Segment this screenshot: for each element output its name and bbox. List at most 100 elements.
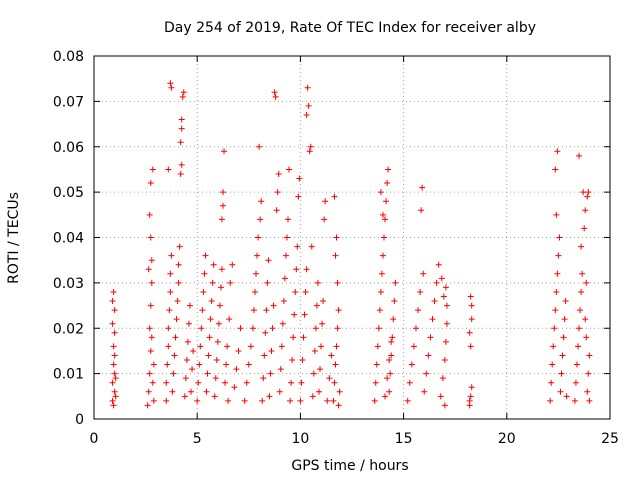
data-point: [165, 343, 172, 350]
data-point: [324, 397, 331, 404]
data-point: [332, 361, 339, 368]
data-point: [331, 193, 338, 200]
y-tick-label: 0.08: [53, 49, 84, 65]
data-point: [165, 325, 172, 332]
data-point: [295, 193, 302, 200]
data-point: [177, 170, 184, 177]
data-point: [188, 388, 195, 395]
data-point: [586, 352, 593, 359]
data-point: [442, 284, 449, 291]
data-point: [268, 347, 275, 354]
data-point: [111, 329, 118, 336]
data-point: [572, 379, 579, 386]
data-point: [148, 257, 155, 264]
data-point: [224, 343, 231, 350]
data-point: [554, 148, 561, 155]
data-point: [207, 316, 214, 323]
data-point: [149, 166, 156, 173]
data-point: [194, 397, 201, 404]
data-point: [581, 225, 588, 232]
data-point: [144, 402, 151, 409]
data-point: [288, 379, 295, 386]
data-point: [552, 166, 559, 173]
data-point: [427, 334, 434, 341]
data-point: [376, 307, 383, 314]
data-point: [205, 352, 212, 359]
data-point: [147, 347, 154, 354]
data-point: [257, 216, 264, 223]
data-point: [583, 279, 590, 286]
data-point: [431, 298, 438, 305]
data-point: [281, 275, 288, 282]
data-point: [173, 316, 180, 323]
data-point: [267, 370, 274, 377]
data-point: [237, 325, 244, 332]
data-point: [315, 388, 322, 395]
data-point: [575, 343, 582, 350]
data-point: [200, 288, 207, 295]
data-point: [372, 379, 379, 386]
data-point: [442, 338, 449, 345]
data-point: [180, 89, 187, 96]
data-point: [386, 388, 393, 395]
data-point: [149, 379, 156, 386]
data-point: [250, 307, 257, 314]
data-point: [421, 388, 428, 395]
data-point: [554, 270, 561, 277]
data-point: [439, 375, 446, 382]
data-point: [304, 84, 311, 91]
data-point: [213, 357, 220, 364]
data-point: [379, 211, 386, 218]
data-point: [254, 252, 261, 259]
y-tick-label: 0.07: [53, 94, 84, 110]
data-point: [270, 302, 277, 309]
data-point: [146, 370, 153, 377]
data-point: [553, 211, 560, 218]
data-point: [148, 279, 155, 286]
data-point: [290, 334, 297, 341]
data-point: [223, 361, 230, 368]
data-point: [560, 334, 567, 341]
data-point: [183, 357, 190, 364]
data-point: [558, 370, 565, 377]
data-point: [165, 166, 172, 173]
data-point: [320, 298, 327, 305]
data-point: [555, 252, 562, 259]
data-point: [169, 388, 176, 395]
data-point: [249, 325, 256, 332]
data-point: [392, 279, 399, 286]
data-point: [547, 397, 554, 404]
data-point: [218, 266, 225, 273]
data-point: [580, 189, 587, 196]
data-point: [299, 357, 306, 364]
data-point: [177, 139, 184, 146]
data-point: [578, 243, 585, 250]
data-point: [583, 334, 590, 341]
data-point: [282, 252, 289, 259]
data-point: [189, 366, 196, 373]
data-point: [266, 393, 273, 400]
x-tick-label: 5: [193, 431, 202, 447]
data-point: [559, 352, 566, 359]
data-point: [378, 270, 385, 277]
data-point: [443, 320, 450, 327]
data-point: [220, 189, 226, 196]
data-point: [231, 384, 238, 391]
data-point: [548, 379, 555, 386]
y-axis-ticks: 0 0.01 0.02 0.03 0.04 0.05 0.06 0.07 0.08: [53, 49, 610, 428]
data-point: [373, 361, 380, 368]
data-point: [201, 270, 208, 277]
data-point: [279, 320, 286, 327]
data-point: [218, 216, 225, 223]
data-point: [186, 302, 193, 309]
data-point: [167, 288, 174, 295]
y-tick-label: 0.05: [53, 185, 84, 201]
data-point: [111, 388, 118, 395]
data-point: [334, 325, 341, 332]
data-point: [277, 366, 284, 373]
data-point: [274, 189, 281, 196]
data-point: [571, 397, 578, 404]
data-point: [225, 397, 232, 404]
data-point: [174, 298, 181, 305]
x-tick-label: 0: [90, 431, 99, 447]
